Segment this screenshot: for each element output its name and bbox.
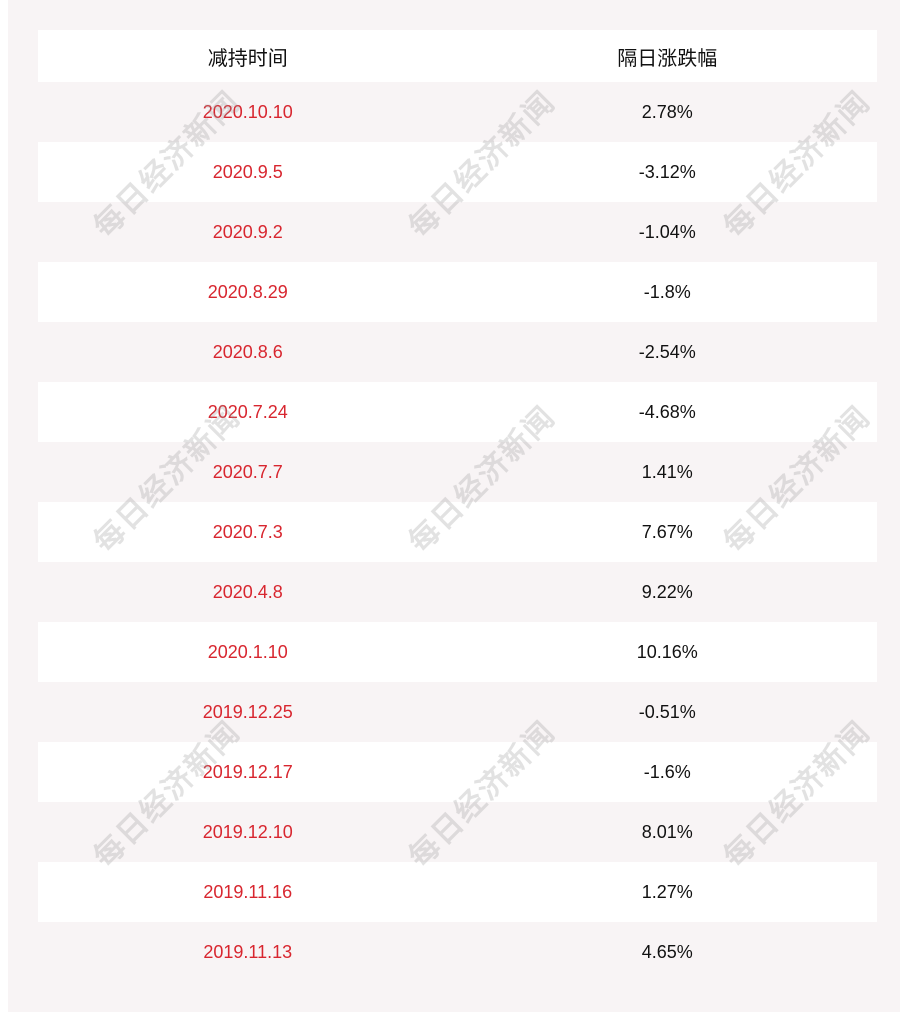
header-date: 减持时间 [207,47,288,70]
change-cell: -1.8% [643,281,691,302]
date-cell: 2019.11.16 [203,881,293,902]
change-cell: 10.16% [636,641,698,662]
date-cell: 2019.12.25 [202,701,293,722]
change-cell: -2.54% [638,341,696,362]
date-cell: 2019.12.17 [202,761,293,782]
table-row: 2019.12.17 -1.6% [38,742,877,802]
date-cell: 2020.9.2 [212,221,283,242]
date-cell: 2020.7.24 [207,401,288,422]
table-row: 2019.11.16 1.27% [38,862,877,922]
reduction-table: 减持时间 隔日涨跌幅 2020.10.10 2.78% 2020.9.5 -3.12%… [38,30,877,982]
change-cell: 2.78% [641,101,693,122]
table-row: 2020.8.29 -1.8% [38,262,877,322]
change-cell: 1.41% [641,461,693,482]
change-cell: -4.68% [638,401,696,422]
change-cell: 9.22% [641,581,693,602]
table-row: 2020.10.10 2.78% [38,82,877,142]
change-cell: 8.01% [641,821,693,842]
table-row: 2020.7.24 -4.68% [38,382,877,442]
change-cell: 1.27% [641,881,693,902]
date-cell: 2020.7.7 [212,461,283,482]
table-row: 2019.12.25 -0.51% [38,682,877,742]
table-row: 2019.11.13 4.65% [38,922,877,982]
change-cell: -0.51% [638,701,696,722]
table-row: 2020.9.5 -3.12% [38,142,877,202]
date-cell: 2020.1.10 [207,641,288,662]
date-cell: 2020.8.29 [207,281,288,302]
date-cell: 2019.12.10 [202,821,293,842]
change-cell: -3.12% [638,161,696,182]
table-row: 2020.4.8 9.22% [38,562,877,622]
date-cell: 2020.7.3 [212,521,283,542]
date-cell: 2019.11.13 [203,941,293,962]
change-cell: -1.6% [643,761,691,782]
table-row: 2020.7.7 1.41% [38,442,877,502]
date-cell: 2020.4.8 [212,581,283,602]
table-row: 2020.7.3 7.67% [38,502,877,562]
table-row: 2020.1.10 10.16% [38,622,877,682]
change-cell: -1.04% [638,221,696,242]
table-header: 减持时间 隔日涨跌幅 [38,30,877,82]
date-cell: 2020.10.10 [202,101,293,122]
table-row: 2020.8.6 -2.54% [38,322,877,382]
date-cell: 2020.9.5 [212,161,283,182]
header-change: 隔日涨跌幅 [617,47,718,70]
date-cell: 2020.8.6 [212,341,283,362]
table-row: 2019.12.10 8.01% [38,802,877,862]
change-cell: 7.67% [641,521,693,542]
change-cell: 4.65% [641,941,693,962]
table-row: 2020.9.2 -1.04% [38,202,877,262]
